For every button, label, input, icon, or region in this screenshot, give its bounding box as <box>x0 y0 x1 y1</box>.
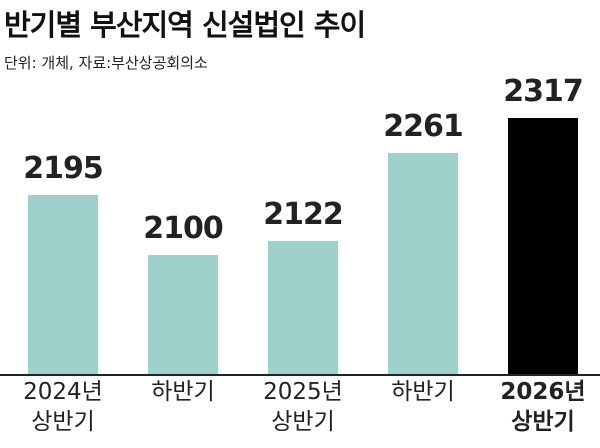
x-tick-label: 하반기 <box>151 379 215 405</box>
x-tick-label: 2026년 상반기 <box>500 379 586 435</box>
x-tick-label: 2024년 상반기 <box>23 379 103 435</box>
value-label: 2261 <box>383 109 464 145</box>
value-label: 2122 <box>263 197 344 233</box>
bar <box>148 254 218 374</box>
baseline <box>0 374 600 376</box>
x-tick-label: 하반기 <box>391 379 455 405</box>
bar <box>28 194 98 374</box>
x-tick-label: 2025년 상반기 <box>263 379 343 435</box>
bar <box>268 241 338 374</box>
value-label: 2317 <box>503 73 584 109</box>
chart-title: 반기별 부산지역 신설법인 추이 <box>4 8 366 42</box>
bar <box>388 153 458 374</box>
chart-subtitle: 단위: 개체, 자료:부산상공회의소 <box>4 54 208 72</box>
bar <box>508 117 578 374</box>
value-label: 2100 <box>143 210 224 246</box>
value-label: 2195 <box>23 150 104 186</box>
